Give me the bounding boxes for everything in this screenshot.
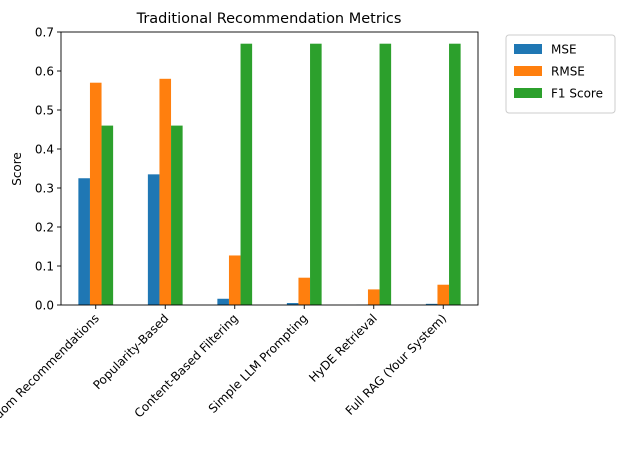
y-tick-label: 0.2 [35,221,54,235]
y-tick-label: 0.3 [35,182,54,196]
legend-label: F1 Score [551,87,603,101]
y-tick-label: 0.5 [35,104,54,118]
y-axis-label: Score [10,152,24,186]
y-axis: 0.0 0.1 0.2 0.3 0.4 0.5 0.6 0.7 [35,26,61,313]
bar-f1-score [379,43,392,305]
bar-rmse [228,255,241,305]
x-tick-label: HyDE Retrieval [306,311,380,385]
y-tick-label: 0.6 [35,65,54,79]
bar-rmse [367,289,380,305]
bar-f1-score [171,125,183,305]
y-tick-label: 0.0 [35,299,54,313]
y-tick-label: 0.1 [35,260,54,274]
legend-swatch [514,66,542,76]
bar-f1-score [101,125,114,305]
bar-rmse [159,78,172,305]
legend-swatch [514,44,542,54]
x-tick-label: Popularity-Based [90,311,171,392]
bar-mse [78,178,90,305]
bar-rmse [298,277,311,305]
legend-label: MSE [551,43,577,57]
x-axis: Random RecommendationsPopularity-BasedCo… [0,305,449,438]
legend: MSE RMSE F1 Score [505,34,616,114]
bar-rmse [437,284,450,305]
legend-swatch [514,88,542,98]
legend-label: RMSE [551,65,585,79]
bar-f1-score [449,43,461,305]
bar-rmse [89,82,102,305]
x-tick-label: Random Recommendations [0,311,102,438]
bar-f1-score [240,43,253,305]
bar-f1-score [310,43,322,305]
chart-title: Traditional Recommendation Metrics [136,11,402,27]
bar-mse [217,298,229,305]
bar-mse [147,174,160,305]
y-tick-label: 0.7 [35,26,54,40]
bar-mse [286,303,299,305]
plot-frame [60,31,479,306]
bar-mse [425,303,438,305]
bars [78,43,461,305]
y-tick-label: 0.4 [35,143,54,157]
